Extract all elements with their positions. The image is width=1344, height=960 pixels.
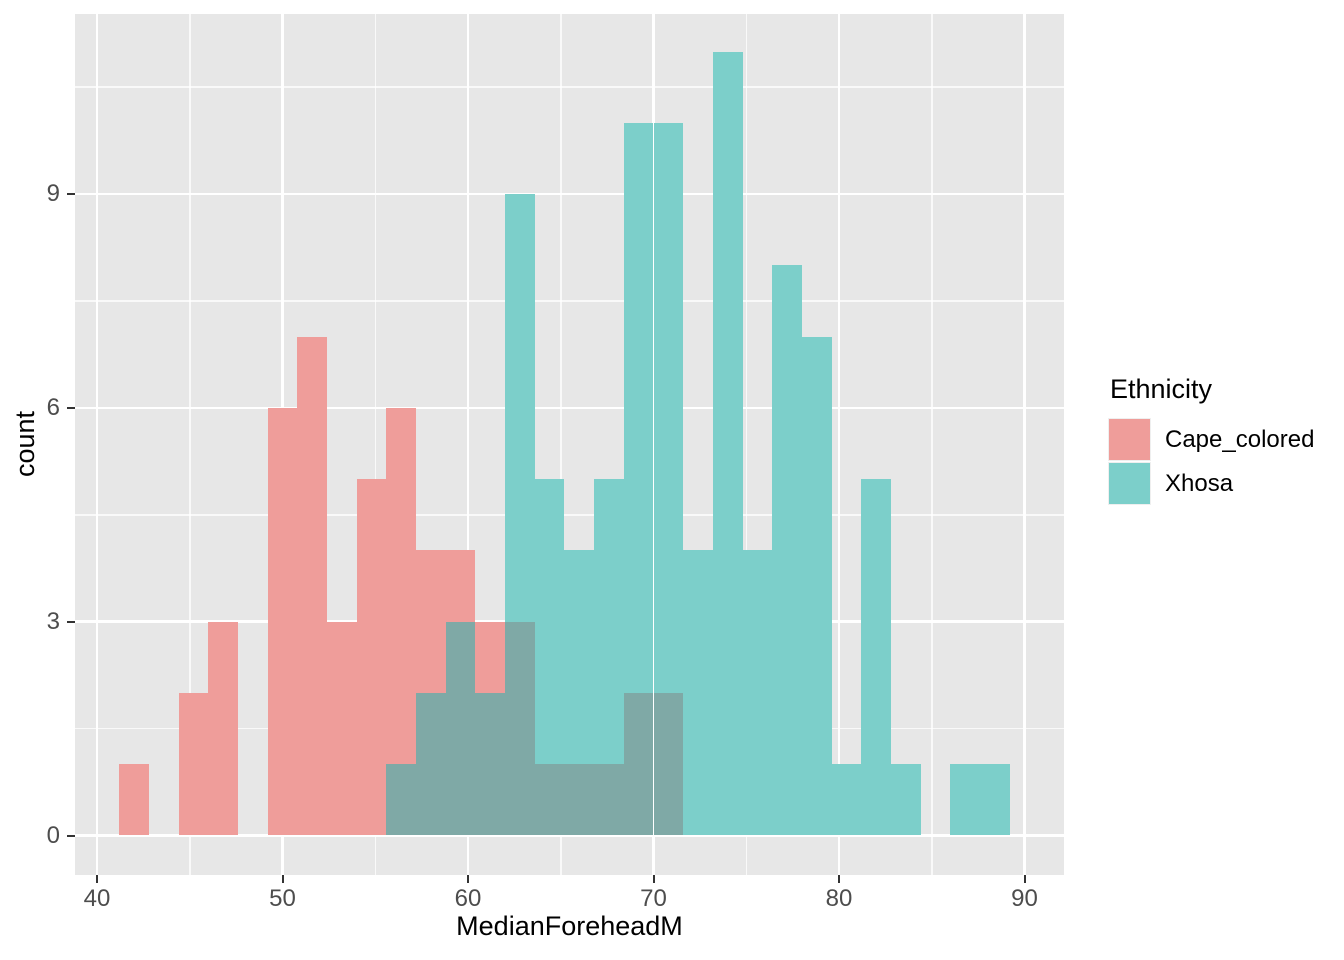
histogram-bar-overlap bbox=[386, 764, 417, 836]
histogram-bar-overlap bbox=[505, 621, 535, 836]
x-axis-tick bbox=[838, 875, 840, 883]
legend: Ethnicity Cape_colored Xhosa bbox=[1108, 374, 1314, 506]
grid-major-horizontal bbox=[75, 406, 1064, 410]
plot-panel bbox=[75, 14, 1064, 875]
histogram-bar bbox=[534, 479, 565, 765]
legend-item: Xhosa bbox=[1108, 462, 1314, 505]
x-tick-label: 90 bbox=[1011, 885, 1038, 912]
legend-swatch bbox=[1109, 463, 1150, 504]
y-tick-label: 9 bbox=[46, 180, 60, 208]
histogram-bar bbox=[327, 621, 357, 836]
y-axis-tick bbox=[67, 620, 75, 623]
x-axis-tick bbox=[281, 875, 284, 883]
x-axis-tick bbox=[1023, 875, 1026, 883]
y-axis-tick bbox=[67, 193, 75, 196]
histogram-bar bbox=[890, 764, 921, 836]
histogram-bar bbox=[208, 621, 238, 836]
histogram-bar-overlap bbox=[475, 692, 506, 836]
histogram-bar bbox=[801, 336, 832, 836]
y-axis-tick bbox=[67, 834, 75, 837]
histogram-bar bbox=[653, 122, 684, 693]
grid-major-vertical bbox=[837, 14, 841, 875]
histogram-bar-overlap bbox=[653, 692, 684, 836]
histogram-bar bbox=[594, 479, 624, 765]
legend-swatch bbox=[1109, 419, 1150, 460]
grid-minor-vertical bbox=[931, 14, 933, 875]
grid-minor-vertical bbox=[374, 14, 376, 875]
histogram-bar bbox=[297, 336, 327, 836]
histogram-bar bbox=[416, 550, 446, 693]
histogram-bar bbox=[831, 764, 862, 836]
x-tick-label: 70 bbox=[640, 885, 667, 912]
histogram-bar bbox=[119, 764, 149, 836]
histogram-bar bbox=[683, 550, 713, 836]
x-axis-title: MedianForeheadM bbox=[456, 911, 683, 941]
histogram-bar bbox=[267, 407, 298, 836]
y-tick-label: 3 bbox=[46, 607, 60, 635]
grid-minor-vertical bbox=[745, 14, 747, 875]
histogram-bar-overlap bbox=[534, 764, 565, 836]
histogram-bar-overlap bbox=[594, 764, 624, 836]
histogram-bar bbox=[712, 51, 743, 836]
y-axis-tick bbox=[67, 406, 75, 409]
histogram-bar bbox=[445, 550, 476, 622]
legend-item: Cape_colored bbox=[1108, 418, 1314, 461]
grid-major-horizontal bbox=[75, 192, 1064, 196]
histogram-bar bbox=[356, 479, 387, 836]
x-axis-tick bbox=[96, 875, 98, 883]
histogram-bar bbox=[950, 764, 980, 836]
grid-major-vertical bbox=[95, 14, 99, 875]
x-axis-tick bbox=[467, 875, 469, 883]
histogram-bar bbox=[861, 479, 891, 836]
grid-minor-horizontal bbox=[75, 514, 1064, 516]
legend-item-label: Xhosa bbox=[1165, 469, 1234, 497]
x-tick-label: 80 bbox=[825, 885, 853, 912]
grid-minor-horizontal bbox=[75, 300, 1064, 302]
histogram-bar bbox=[564, 550, 595, 765]
grid-major-vertical bbox=[1023, 14, 1026, 875]
histogram-bar bbox=[505, 194, 535, 622]
histogram-bar bbox=[386, 407, 417, 765]
legend-item-label: Cape_colored bbox=[1165, 425, 1315, 453]
legend-title: Ethnicity bbox=[1110, 374, 1213, 404]
histogram-bar bbox=[979, 764, 1010, 836]
grid-major-horizontal bbox=[75, 834, 1064, 837]
grid-minor-vertical bbox=[560, 14, 562, 875]
y-axis-title: count bbox=[10, 410, 40, 478]
x-tick-label: 50 bbox=[269, 885, 296, 912]
histogram-bar bbox=[772, 265, 802, 836]
histogram-bar-overlap bbox=[416, 692, 446, 836]
grid-major-vertical bbox=[466, 14, 470, 875]
grid-minor-vertical bbox=[189, 14, 191, 875]
x-axis-tick bbox=[652, 875, 655, 883]
x-tick-label: 40 bbox=[83, 885, 111, 912]
x-tick-label: 60 bbox=[454, 885, 482, 912]
y-tick-label: 6 bbox=[46, 393, 60, 421]
legend-key bbox=[1108, 462, 1151, 505]
histogram-bar bbox=[178, 692, 209, 836]
histogram-bar-overlap bbox=[445, 621, 476, 836]
histogram-bar-overlap bbox=[623, 692, 654, 836]
y-tick-label: 0 bbox=[46, 821, 60, 849]
histogram-bar bbox=[475, 621, 506, 693]
histogram-bar bbox=[742, 550, 773, 836]
histogram-bar bbox=[623, 122, 654, 693]
grid-minor-horizontal bbox=[75, 86, 1064, 88]
histogram-bar-overlap bbox=[564, 764, 595, 836]
legend-key bbox=[1108, 418, 1151, 461]
